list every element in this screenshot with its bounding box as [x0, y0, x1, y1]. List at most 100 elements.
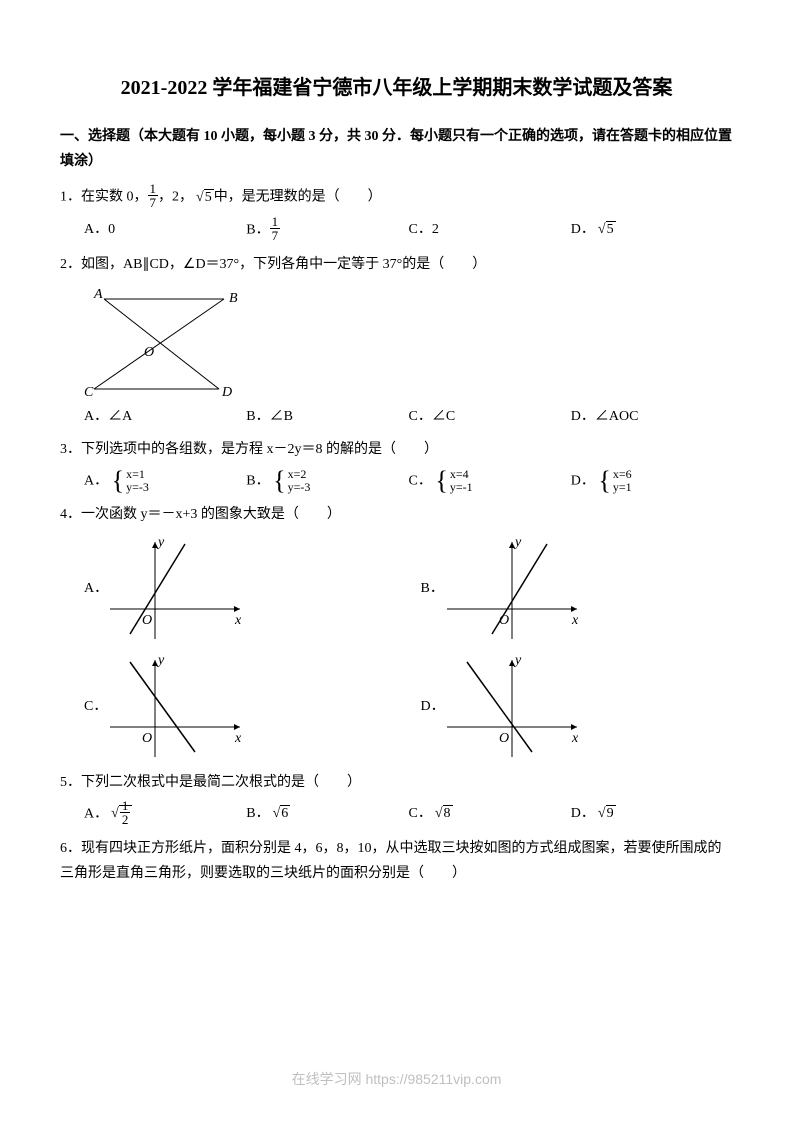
q4-text: 4．一次函数 y＝－x+3 的图象大致是（ ）	[60, 502, 733, 527]
q2-diagram: A B C D O	[84, 284, 254, 404]
q3-optd-label: D．	[571, 473, 595, 488]
q4-a-ylabel: y	[156, 535, 165, 550]
q5-optd-label: D．	[571, 806, 595, 821]
q1-optd-sqrt: 5	[595, 217, 616, 242]
q4-cell-c: C． y x O	[60, 652, 397, 762]
q5-opta-num: 1	[120, 799, 131, 813]
question-4: 4．一次函数 y＝－x+3 的图象大致是（ ） A． y x O B． y x	[60, 502, 733, 761]
q3-optc-eq2: y=-1	[450, 481, 473, 494]
q5-optd-val: 9	[606, 805, 616, 821]
q4-row-1: A． y x O B． y x O	[60, 534, 733, 644]
q2-option-b: B．∠B	[246, 404, 408, 429]
q1-optd-label: D．	[571, 222, 595, 237]
q4-option-b-label: B．	[397, 576, 437, 601]
q5-opta-den: 2	[120, 813, 131, 826]
q2-label-b: B	[229, 291, 238, 306]
q1-sqrt: 5	[193, 185, 214, 210]
q5-option-c: C． 8	[409, 801, 571, 828]
q5-optb-val: 6	[280, 805, 290, 821]
q5-opta-sqrt-rad: 12	[119, 805, 133, 821]
q4-row-2: C． y x O D． y x O	[60, 652, 733, 762]
q4-c-xlabel: x	[234, 731, 242, 746]
q3-option-a: A． {x=1y=-3	[84, 468, 246, 494]
q3-option-c: C． {x=4y=-1	[409, 468, 571, 494]
q4-d-ylabel: y	[513, 653, 522, 668]
question-3: 3．下列选项中的各组数，是方程 x－2y＝8 的解的是（ ） A． {x=1y=…	[60, 437, 733, 495]
q1-optd-sqrt-val: 5	[606, 221, 616, 237]
q4-option-a-label: A．	[60, 576, 100, 601]
section-1-heading: 一、选择题（本大题有 10 小题，每小题 3 分，共 30 分．每小题只有一个正…	[60, 124, 733, 174]
question-6: 6．现有四块正方形纸片，面积分别是 4，6，8，10，从中选取三块按如图的方式组…	[60, 836, 733, 886]
q5-optb-sqrt: 6	[270, 801, 291, 826]
q2-options: A．∠A B．∠B C．∠C D．∠AOC	[60, 404, 733, 429]
q4-d-xlabel: x	[571, 731, 579, 746]
q3-options: A． {x=1y=-3 B． {x=2y=-3 C． {x=4y=-1 D． {…	[60, 468, 733, 494]
q4-b-xlabel: x	[571, 613, 579, 628]
q1-options: A．0 B．17 C．2 D． 5	[60, 217, 733, 244]
q3-opta-system: {x=1y=-3	[112, 468, 149, 494]
q1-text-mid: ，2，	[158, 190, 193, 205]
q4-graph-b: y x O	[437, 534, 587, 644]
q4-graph-a: y x O	[100, 534, 250, 644]
q5-opta-sqrt: 12	[108, 801, 132, 828]
q3-optb-system: {x=2y=-3	[273, 468, 310, 494]
q5-optc-label: C．	[409, 806, 432, 821]
question-5: 5．下列二次根式中是最简二次根式的是（ ） A． 12 B． 6 C． 8 D． 9	[60, 770, 733, 828]
q4-cell-d: D． y x O	[397, 652, 734, 762]
q3-opta-eq2: y=-3	[126, 481, 149, 494]
q1-optb-den: 7	[270, 229, 281, 242]
q5-option-b: B． 6	[246, 801, 408, 828]
q5-option-a: A． 12	[84, 801, 246, 828]
q3-optb-label: B．	[246, 473, 269, 488]
q1-optb-num: 1	[270, 215, 281, 229]
q2-option-a: A．∠A	[84, 404, 246, 429]
q2-label-a: A	[93, 287, 103, 302]
q3-option-b: B． {x=2y=-3	[246, 468, 408, 494]
q5-options: A． 12 B． 6 C． 8 D． 9	[60, 801, 733, 828]
q6-text: 6．现有四块正方形纸片，面积分别是 4，6，8，10，从中选取三块按如图的方式组…	[60, 836, 733, 886]
q2-label-d: D	[221, 385, 232, 400]
q2-diagram-wrap: A B C D O	[60, 284, 733, 404]
q2-label-c: C	[84, 385, 94, 400]
q5-opta-frac: 12	[120, 799, 131, 826]
q1-optb-frac: 17	[270, 215, 281, 242]
q4-c-olabel: O	[142, 731, 152, 746]
q5-text: 5．下列二次根式中是最简二次根式的是（ ）	[60, 770, 733, 795]
q2-option-c: C．∠C	[409, 404, 571, 429]
q4-a-olabel: O	[142, 613, 152, 628]
q3-optb-eq2: y=-3	[288, 481, 311, 494]
q3-optd-eq2: y=1	[613, 481, 632, 494]
q2-text: 2．如图，AB∥CD，∠D＝37°，下列各角中一定等于 37°的是（ ）	[60, 252, 733, 277]
q1-fraction: 17	[148, 182, 159, 209]
q1-frac-den: 7	[148, 196, 159, 209]
page-footer: 在线学习网 https://985211vip.com	[0, 1067, 793, 1092]
q2-option-d: D．∠AOC	[571, 404, 733, 429]
q4-b-ylabel: y	[513, 535, 522, 550]
q3-opta-label: A．	[84, 473, 108, 488]
q3-optc-system: {x=4y=-1	[435, 468, 472, 494]
q4-option-c-label: C．	[60, 694, 100, 719]
q5-optc-val: 8	[443, 805, 453, 821]
q5-optc-sqrt: 8	[432, 801, 453, 826]
q1-option-c: C．2	[409, 217, 571, 244]
q4-cell-b: B． y x O	[397, 534, 734, 644]
q5-optd-sqrt: 9	[595, 801, 616, 826]
q1-text-pre: 1．在实数 0，	[60, 190, 148, 205]
q4-option-d-label: D．	[397, 694, 437, 719]
question-1: 1．在实数 0，17，2，5中，是无理数的是（ ） A．0 B．17 C．2 D…	[60, 184, 733, 244]
q4-a-xlabel: x	[234, 613, 242, 628]
q5-opta-label: A．	[84, 806, 108, 821]
q1-optb-label: B．	[246, 223, 269, 238]
q3-option-d: D． {x=6y=1	[571, 468, 733, 494]
q1-option-a: A．0	[84, 217, 246, 244]
q3-optc-label: C．	[409, 473, 432, 488]
q5-option-d: D． 9	[571, 801, 733, 828]
q1-frac-num: 1	[148, 182, 159, 196]
page-title: 2021-2022 学年福建省宁德市八年级上学期期末数学试题及答案	[60, 70, 733, 106]
q4-d-olabel: O	[499, 731, 509, 746]
q2-label-o: O	[144, 345, 154, 360]
q4-b-olabel: O	[499, 613, 509, 628]
q1-option-d: D． 5	[571, 217, 733, 244]
q5-optb-label: B．	[246, 806, 269, 821]
q4-graph-d: y x O	[437, 652, 587, 762]
